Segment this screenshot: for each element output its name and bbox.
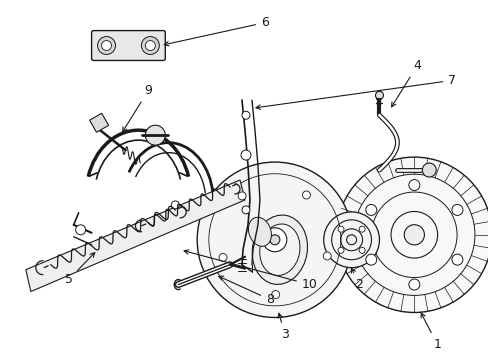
Circle shape bbox=[98, 37, 115, 54]
Ellipse shape bbox=[252, 215, 307, 284]
Circle shape bbox=[451, 254, 462, 265]
Text: 10: 10 bbox=[184, 250, 317, 291]
Text: 7: 7 bbox=[255, 74, 455, 109]
Text: 6: 6 bbox=[164, 16, 268, 46]
Circle shape bbox=[271, 291, 279, 298]
Circle shape bbox=[76, 225, 85, 235]
Circle shape bbox=[422, 163, 435, 177]
Circle shape bbox=[404, 225, 424, 245]
Circle shape bbox=[102, 41, 111, 50]
Circle shape bbox=[358, 226, 365, 232]
Circle shape bbox=[323, 252, 330, 260]
Circle shape bbox=[242, 206, 249, 214]
Text: 4: 4 bbox=[391, 59, 420, 107]
Text: 8: 8 bbox=[218, 276, 273, 306]
Polygon shape bbox=[26, 180, 244, 292]
Circle shape bbox=[365, 254, 376, 265]
Text: 1: 1 bbox=[420, 313, 440, 351]
Ellipse shape bbox=[248, 217, 271, 246]
Ellipse shape bbox=[259, 224, 299, 275]
Circle shape bbox=[365, 204, 376, 215]
Circle shape bbox=[242, 111, 249, 119]
Circle shape bbox=[219, 253, 226, 261]
Circle shape bbox=[358, 247, 365, 253]
Circle shape bbox=[451, 204, 462, 215]
Circle shape bbox=[263, 228, 286, 252]
Text: 9: 9 bbox=[122, 84, 152, 132]
Circle shape bbox=[408, 180, 419, 190]
Text: 2: 2 bbox=[351, 268, 363, 291]
Circle shape bbox=[141, 37, 159, 54]
Circle shape bbox=[375, 91, 383, 99]
Circle shape bbox=[408, 279, 419, 290]
Circle shape bbox=[197, 162, 352, 318]
Circle shape bbox=[145, 125, 165, 145]
Circle shape bbox=[337, 247, 343, 253]
Circle shape bbox=[145, 41, 155, 50]
Circle shape bbox=[241, 150, 250, 160]
Circle shape bbox=[302, 191, 310, 199]
Text: 5: 5 bbox=[64, 253, 95, 286]
Circle shape bbox=[323, 212, 379, 268]
Circle shape bbox=[171, 201, 179, 209]
Circle shape bbox=[337, 226, 343, 232]
Text: 3: 3 bbox=[278, 313, 288, 341]
Circle shape bbox=[336, 157, 488, 312]
Bar bbox=[89, 113, 108, 132]
FancyBboxPatch shape bbox=[91, 31, 165, 60]
Circle shape bbox=[346, 235, 356, 245]
Circle shape bbox=[238, 192, 245, 200]
Circle shape bbox=[269, 235, 279, 245]
